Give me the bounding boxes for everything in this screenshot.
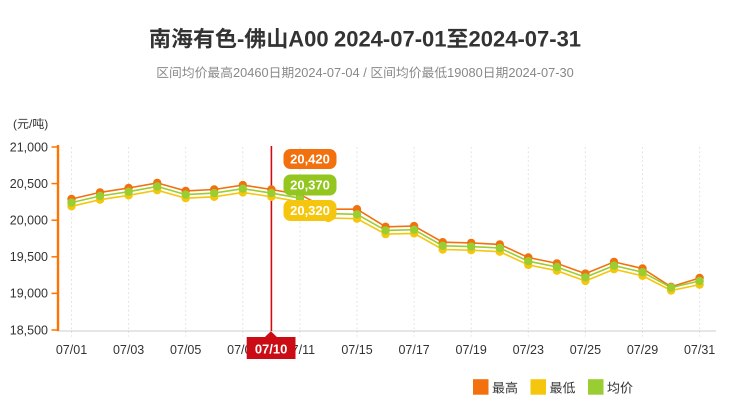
svg-text:07/15: 07/15 <box>341 343 372 357</box>
svg-text:07/19: 07/19 <box>456 343 487 357</box>
svg-text:2024-07-01: 2024-07-01 <box>334 27 447 52</box>
svg-text:07/05: 07/05 <box>170 343 201 357</box>
svg-text:07/29: 07/29 <box>627 343 658 357</box>
svg-text:20460: 20460 <box>233 65 269 80</box>
svg-text:-: - <box>237 27 244 52</box>
svg-text:21,000: 21,000 <box>10 140 48 154</box>
svg-text:18,500: 18,500 <box>10 323 48 337</box>
svg-text:07/03: 07/03 <box>113 343 144 357</box>
svg-text:19,500: 19,500 <box>10 250 48 264</box>
svg-text:07/31: 07/31 <box>684 343 715 357</box>
svg-text:20,370: 20,370 <box>290 178 330 193</box>
svg-text:07/25: 07/25 <box>570 343 601 357</box>
svg-text:07/23: 07/23 <box>513 343 544 357</box>
svg-text:A00: A00 <box>288 27 328 52</box>
svg-text:07/10: 07/10 <box>255 342 288 357</box>
svg-text:19080: 19080 <box>447 65 483 80</box>
svg-text:19,000: 19,000 <box>10 287 48 301</box>
svg-text:(: ( <box>13 117 17 131</box>
svg-text:20,000: 20,000 <box>10 214 48 228</box>
svg-text:/: / <box>360 65 371 80</box>
svg-text:20,420: 20,420 <box>290 152 330 167</box>
svg-text:20,500: 20,500 <box>10 177 48 191</box>
svg-text:): ) <box>44 117 48 131</box>
svg-text:20,320: 20,320 <box>290 203 330 218</box>
svg-text:07/01: 07/01 <box>56 343 87 357</box>
svg-text:07/17: 07/17 <box>398 343 429 357</box>
svg-text:2024-07-30: 2024-07-30 <box>508 65 573 80</box>
svg-text:/: / <box>29 117 33 131</box>
svg-text:2024-07-04: 2024-07-04 <box>294 65 359 80</box>
svg-text:2024-07-31: 2024-07-31 <box>469 27 582 52</box>
